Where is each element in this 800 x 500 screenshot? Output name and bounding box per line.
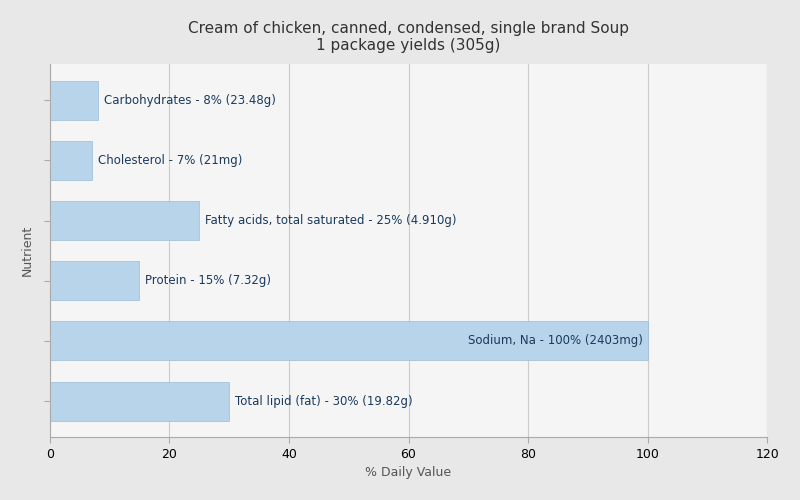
Bar <box>50 322 648 360</box>
Bar <box>50 141 92 180</box>
Y-axis label: Nutrient: Nutrient <box>21 225 34 276</box>
Bar <box>50 261 139 300</box>
Text: Fatty acids, total saturated - 25% (4.910g): Fatty acids, total saturated - 25% (4.91… <box>206 214 457 227</box>
Bar <box>50 80 98 120</box>
Bar <box>50 201 199 240</box>
X-axis label: % Daily Value: % Daily Value <box>366 466 452 479</box>
Text: Total lipid (fat) - 30% (19.82g): Total lipid (fat) - 30% (19.82g) <box>235 394 413 407</box>
Title: Cream of chicken, canned, condensed, single brand Soup
1 package yields (305g): Cream of chicken, canned, condensed, sin… <box>188 21 629 53</box>
Text: Protein - 15% (7.32g): Protein - 15% (7.32g) <box>146 274 271 287</box>
Text: Sodium, Na - 100% (2403mg): Sodium, Na - 100% (2403mg) <box>468 334 643 347</box>
Text: Cholesterol - 7% (21mg): Cholesterol - 7% (21mg) <box>98 154 242 167</box>
Text: Carbohydrates - 8% (23.48g): Carbohydrates - 8% (23.48g) <box>104 94 275 106</box>
Bar <box>50 382 229 420</box>
